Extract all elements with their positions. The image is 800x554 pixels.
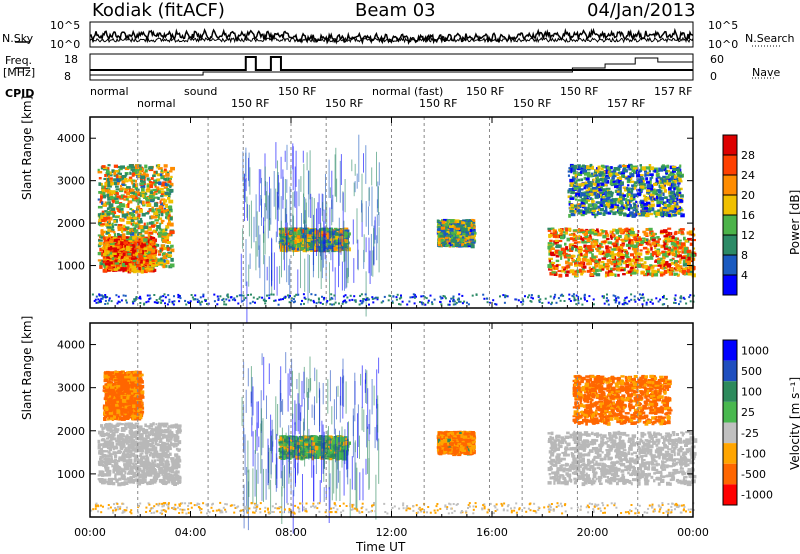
xtick-label: 08:00 <box>275 526 307 539</box>
velocity-colorbar-segment <box>723 443 737 464</box>
power-colorbar-tick-label: 28 <box>741 149 755 162</box>
power-ylabel: Slant Range [km] <box>20 95 34 200</box>
cpid-entry: 150 RF <box>560 85 599 98</box>
velocity-ytick-label: 4000 <box>57 339 85 352</box>
velocity-colorbar-label: Velocity [m s⁻¹] <box>788 376 800 470</box>
velocity-colorbar-segment <box>723 484 737 505</box>
noise-search-label: N.Search <box>745 32 795 45</box>
nave-tick-top: 60 <box>710 53 724 66</box>
velocity-colorbar-tick-label: -1000 <box>741 489 773 502</box>
cpid-entry: 150 RF <box>278 85 317 98</box>
cpid-entry: 150 RF <box>325 97 364 110</box>
velocity-colorbar-tick-label: 500 <box>741 365 762 378</box>
power-colorbar-segment <box>723 155 737 175</box>
velocity-ytick-label: 1000 <box>57 468 85 481</box>
beam-title: Beam 03 <box>355 0 436 21</box>
cpid-entry: 157 RF <box>654 85 693 98</box>
velocity-ylabel: Slant Range [km] <box>20 315 34 420</box>
xtick-label: 16:00 <box>476 526 508 539</box>
power-colorbar-segment <box>723 175 737 195</box>
noise-left-tick-top: 10^5 <box>50 19 81 32</box>
power-colorbar-label: Power [dB] <box>788 189 800 255</box>
cpid-entry: 150 RF <box>513 97 552 110</box>
velocity-region <box>547 430 698 487</box>
nave-label: Nave <box>752 66 781 79</box>
power-colorbar-segment <box>723 255 737 275</box>
xtick-label: 20:00 <box>577 526 609 539</box>
cpid-entry: 150 RF <box>466 85 505 98</box>
cpid-entry: 150 RF <box>419 97 458 110</box>
noise-frame <box>89 21 694 48</box>
velocity-colorbar-tick-label: -500 <box>741 468 766 481</box>
noise-left-tick-bottom: 10^0 <box>50 38 81 51</box>
velocity-colorbar-segment <box>723 463 737 485</box>
noise-search-series <box>89 36 694 44</box>
velocity-colorbar-tick-label: 25 <box>741 406 755 419</box>
velocity-colorbar-segment <box>723 381 737 402</box>
date-title: 04/Jan/2013 <box>587 0 696 21</box>
power-region <box>102 235 158 274</box>
nave-series <box>90 57 693 76</box>
velocity-ytick-label: 3000 <box>57 382 85 395</box>
freq-label-1: Freq. <box>5 54 33 67</box>
xtick-label: 12:00 <box>376 526 408 539</box>
xtick-label: 04:00 <box>175 526 207 539</box>
velocity-region <box>436 430 477 457</box>
power-colorbar-segment <box>723 275 737 295</box>
power-low-band <box>91 293 695 306</box>
power-ytick-label: 3000 <box>57 175 85 188</box>
power-colorbar-tick-label: 4 <box>741 269 748 282</box>
freq-tick-top: 18 <box>64 53 78 66</box>
nave-tick-bottom: 0 <box>710 70 717 83</box>
power-ytick-label: 4000 <box>57 132 85 145</box>
velocity-low-band <box>90 501 695 515</box>
power-colorbar-segment <box>723 135 737 155</box>
power-colorbar-tick-label: 20 <box>741 189 755 202</box>
power-colorbar-tick-label: 8 <box>741 249 748 262</box>
power-region <box>436 218 477 249</box>
velocity-colorbar-frame <box>722 339 738 506</box>
cpid-entry: 150 RF <box>231 97 270 110</box>
xtick-label: 00:00 <box>677 526 709 539</box>
velocity-region <box>102 370 145 421</box>
velocity-colorbar-segment <box>723 401 737 423</box>
power-ytick-label: 2000 <box>57 217 85 230</box>
cpid-entry: sound <box>184 85 218 98</box>
power-region <box>567 163 685 219</box>
freq-label-2: [MHz] <box>3 66 36 79</box>
power-colorbar-tick-label: 16 <box>741 209 755 222</box>
power-noise-streaks <box>240 134 380 327</box>
velocity-colorbar-tick-label: -25 <box>741 427 759 440</box>
velocity-ytick-label: 2000 <box>57 425 85 438</box>
velocity-colorbar-segment <box>723 422 737 444</box>
cpid-entry: 157 RF <box>607 97 646 110</box>
cpid-entry: normal (fast) <box>372 85 444 98</box>
velocity-colorbar-tick-label: 100 <box>741 386 762 399</box>
power-colorbar-segment <box>723 235 737 255</box>
xtick-label: 00:00 <box>74 526 106 539</box>
power-colorbar-segment <box>723 195 737 215</box>
freq-frame <box>89 53 694 81</box>
noise-right-tick-bottom: 10^0 <box>708 38 739 51</box>
velocity-colorbar-tick-label: -100 <box>741 447 766 460</box>
power-region <box>547 227 697 278</box>
cpid-entry: normal <box>90 85 129 98</box>
power-ytick-label: 1000 <box>57 260 85 273</box>
freq-tick-bottom: 8 <box>64 70 71 83</box>
velocity-colorbar-segment <box>723 340 737 361</box>
freq-series <box>90 56 693 71</box>
cpid-entries: normal normal sound 150 RF 150 RF 150 RF norma… <box>90 83 700 113</box>
power-colorbar-tick-label: 24 <box>741 169 755 182</box>
xlabel: Time UT <box>356 540 406 554</box>
velocity-colorbar-segment <box>723 360 737 382</box>
cpid-label: CPID <box>5 87 35 100</box>
velocity-colorbar-tick-label: 1000 <box>741 344 769 357</box>
power-colorbar-tick-label: 12 <box>741 229 755 242</box>
power-colorbar-segment <box>723 215 737 235</box>
velocity-region <box>97 422 182 487</box>
radar-title: Kodiak (fitACF) <box>92 0 225 21</box>
noise-right-tick-top: 10^5 <box>708 19 739 32</box>
cpid-entry: normal <box>137 97 176 110</box>
